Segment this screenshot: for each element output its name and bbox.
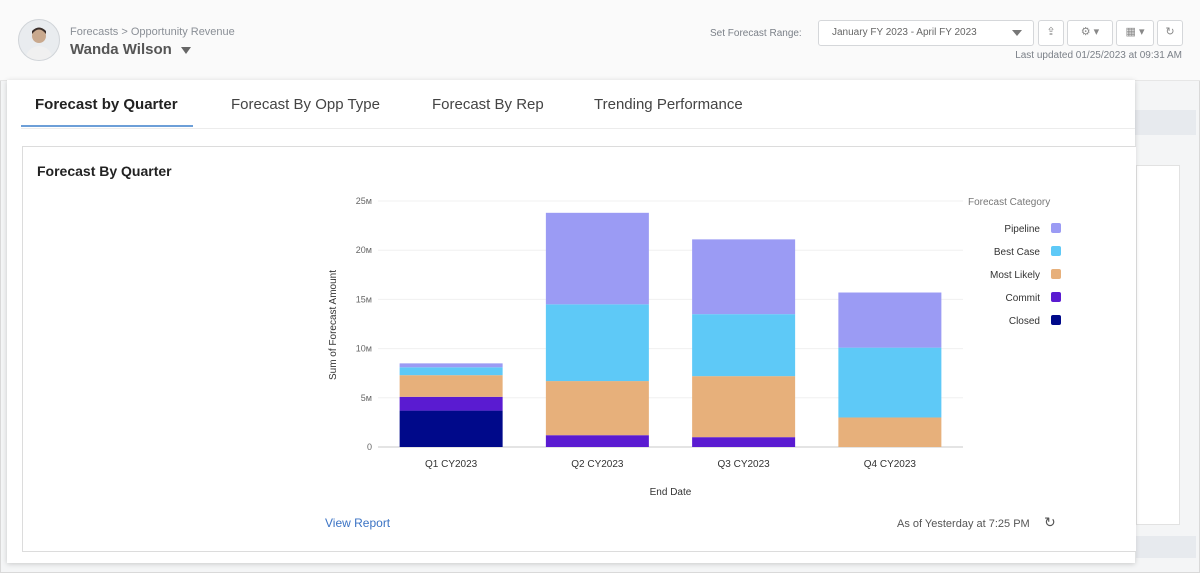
refresh-button[interactable]: ↻ bbox=[1157, 20, 1183, 46]
bar-segment bbox=[399, 396, 503, 411]
y-tick-label: 10м bbox=[356, 344, 372, 354]
chevron-down-icon[interactable] bbox=[181, 47, 191, 54]
y-tick-label: 25м bbox=[356, 196, 372, 206]
bar-segment bbox=[838, 417, 942, 447]
legend-swatch bbox=[1051, 223, 1061, 233]
refresh-icon: ↻ bbox=[1165, 26, 1175, 38]
refresh-icon[interactable]: ↻ bbox=[1044, 514, 1056, 530]
bar-segment bbox=[399, 363, 503, 368]
user-name[interactable]: Wanda Wilson bbox=[70, 41, 172, 58]
bar-segment bbox=[838, 292, 942, 348]
legend-swatch bbox=[1051, 315, 1061, 325]
y-tick-label: 20м bbox=[356, 245, 372, 255]
view-report-link[interactable]: View Report bbox=[325, 516, 391, 530]
bar-segment bbox=[692, 314, 796, 377]
settings-button[interactable]: ⚙ ▾ bbox=[1067, 20, 1113, 46]
bar-segment bbox=[399, 410, 503, 447]
export-icon: ⇪ bbox=[1046, 26, 1056, 38]
legend-label: Most Likely bbox=[990, 270, 1040, 281]
x-axis-label: End Date bbox=[650, 487, 692, 498]
bar-segment bbox=[399, 367, 503, 376]
legend-swatch bbox=[1051, 269, 1061, 279]
bar-segment bbox=[545, 212, 649, 305]
tab-forecast-by-opp-type[interactable]: Forecast By Opp Type bbox=[231, 96, 380, 113]
avatar[interactable] bbox=[18, 19, 60, 61]
forecast-header: Forecasts > Opportunity Revenue Wanda Wi… bbox=[0, 0, 1200, 81]
forecast-range-select[interactable]: January FY 2023 - April FY 2023 bbox=[818, 20, 1034, 46]
tab-bar: Forecast by Quarter Forecast By Opp Type… bbox=[21, 80, 1135, 129]
chevron-down-icon bbox=[1012, 30, 1022, 36]
forecast-modal: Forecast by Quarter Forecast By Opp Type… bbox=[7, 80, 1136, 563]
bar-segment bbox=[692, 239, 796, 315]
legend-swatch bbox=[1051, 246, 1061, 256]
forecast-chart: 0 5м 10м 15м 20м 25м Sum of Forecast Amount Q1 … bbox=[328, 196, 1061, 498]
bar-segment bbox=[545, 304, 649, 382]
x-tick-label: Q2 CY2023 bbox=[571, 459, 624, 470]
gear-icon: ⚙ ▾ bbox=[1080, 26, 1100, 38]
y-tick-label: 5м bbox=[361, 393, 372, 403]
table-view-button[interactable]: ▦ ▾ bbox=[1116, 20, 1154, 46]
bar-segment bbox=[692, 376, 796, 438]
legend-title: Forecast Category bbox=[968, 197, 1050, 208]
y-tick-label: 15м bbox=[356, 294, 372, 304]
tab-forecast-by-quarter[interactable]: Forecast by Quarter bbox=[35, 96, 178, 113]
last-updated-timestamp: Last updated 01/25/2023 at 09:31 AM bbox=[1015, 50, 1182, 61]
tab-trending-performance[interactable]: Trending Performance bbox=[594, 96, 743, 113]
chart-card: Forecast By Quarter 0 5м 10м 15м 20м 25м Sum o… bbox=[22, 146, 1136, 552]
bar-segment bbox=[545, 435, 649, 447]
as-of-timestamp: As of Yesterday at 7:25 PM bbox=[897, 518, 1030, 530]
legend-label: Pipeline bbox=[1004, 224, 1040, 235]
background-card bbox=[1136, 165, 1180, 525]
x-tick-label: Q4 CY2023 bbox=[864, 459, 917, 470]
bar-segment bbox=[838, 347, 942, 418]
y-axis-label: Sum of Forecast Amount bbox=[328, 270, 339, 380]
forecast-range-label: Set Forecast Range: bbox=[710, 28, 802, 39]
x-tick-label: Q1 CY2023 bbox=[425, 459, 478, 470]
legend-swatch bbox=[1051, 292, 1061, 302]
breadcrumb[interactable]: Forecasts > Opportunity Revenue bbox=[70, 26, 235, 38]
bar-segment bbox=[399, 375, 503, 397]
bar-segment bbox=[545, 381, 649, 436]
background-strip bbox=[1136, 536, 1196, 558]
y-tick-label: 0 bbox=[367, 442, 372, 452]
x-tick-label: Q3 CY2023 bbox=[717, 459, 770, 470]
legend-label: Best Case bbox=[994, 247, 1041, 258]
table-icon: ▦ ▾ bbox=[1125, 26, 1145, 38]
background-panel bbox=[1130, 110, 1196, 135]
forecast-range-value: January FY 2023 - April FY 2023 bbox=[832, 27, 977, 38]
tab-forecast-by-rep[interactable]: Forecast By Rep bbox=[432, 96, 544, 113]
active-tab-indicator bbox=[21, 125, 193, 127]
export-button[interactable]: ⇪ bbox=[1038, 20, 1064, 46]
legend-label: Closed bbox=[1009, 316, 1040, 327]
card-title: Forecast By Quarter bbox=[37, 163, 172, 179]
bar-segment bbox=[692, 437, 796, 447]
legend-label: Commit bbox=[1006, 293, 1041, 304]
